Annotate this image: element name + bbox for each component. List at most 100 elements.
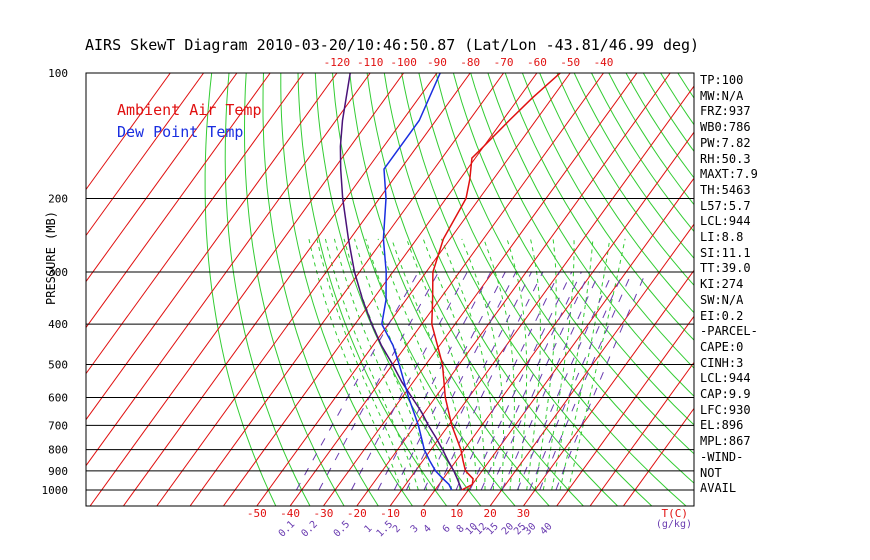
mixing-ratio-line (555, 271, 647, 491)
moist-adiabat (567, 238, 626, 491)
legend-dewpoint: Dew Point Temp (117, 123, 244, 141)
side-panel-item: AVAIL (700, 481, 737, 496)
moist-adiabat (526, 238, 542, 491)
moist-adiabat (422, 238, 486, 490)
moist-adiabat (377, 238, 461, 491)
pressure-tick-label: 100 (48, 67, 68, 80)
mixing-ratio-line (480, 271, 582, 491)
isotherm (322, 73, 638, 506)
dry-adiabat (470, 73, 694, 426)
side-panel-item: -WIND- (700, 449, 744, 464)
bottom-temp-tick-label: 10 (450, 507, 463, 520)
dry-adiabat (280, 73, 413, 506)
chart-title: AIRS SkewT Diagram 2010-03-20/10:46:50.8… (85, 36, 700, 54)
side-panel-item: RH:50.3 (700, 151, 751, 166)
side-panel-item: TT:39.0 (700, 261, 751, 276)
dry-adiabat (625, 73, 694, 179)
dry-adiabat (747, 73, 870, 506)
isotherm (356, 73, 671, 506)
mixing-ratio-line (516, 271, 614, 491)
mixing-ratio-line (423, 271, 532, 491)
moist-adiabat (559, 238, 611, 491)
side-panel-item: SW:N/A (700, 292, 744, 307)
mixing-ratio-line (501, 271, 600, 491)
bottom-temp-tick-label: -20 (347, 507, 367, 520)
top-temp-tick-label: -120 (324, 56, 351, 69)
mixing-ratio-line (436, 271, 544, 491)
moist-adiabat (354, 238, 444, 491)
side-panel-item: LFC:930 (700, 402, 751, 417)
isotherm (622, 407, 694, 506)
side-panel-item: PW:7.82 (700, 135, 751, 150)
side-panel-item: MAXT:7.9 (700, 167, 758, 182)
pressure-tick-label: 300 (48, 266, 68, 279)
pressure-tick-label: 400 (48, 318, 68, 331)
mixing-ratio-label: 6 (441, 523, 453, 535)
top-temp-tick-label: -90 (427, 56, 447, 69)
pressure-tick-label: 700 (48, 419, 68, 432)
side-panel-item: LI:8.8 (700, 230, 744, 244)
top-temp-tick-label: -40 (594, 56, 614, 69)
isotherm (556, 315, 694, 506)
isotherm (86, 73, 371, 467)
dry-adiabat (349, 73, 550, 506)
dry-adiabat (418, 73, 687, 506)
dry-adiabat (487, 73, 694, 397)
moist-adiabat (551, 238, 594, 491)
side-panel-item: TP:100 (700, 73, 744, 87)
side-panel-item: -PARCEL- (700, 324, 758, 339)
isotherm (86, 73, 338, 421)
mixing-ratio-label: 40 (538, 521, 554, 537)
bottom-temp-tick-label: -30 (313, 507, 333, 520)
moist-adiabat (483, 238, 515, 491)
isotherm (589, 361, 694, 506)
y-axis-label: PRESSURE (MB) (44, 211, 58, 305)
dry-adiabat (366, 73, 584, 506)
dry-adiabat (573, 73, 694, 260)
top-temp-tick-label: -50 (560, 56, 580, 69)
temp-unit-label: T(C) (662, 507, 689, 520)
dry-adiabat (660, 73, 694, 126)
isotherm (122, 73, 438, 506)
dry-adiabat (224, 73, 311, 506)
mixing-ratio-line (318, 271, 439, 491)
mixing-ratio-line (455, 271, 560, 491)
side-panel-item: FRZ:937 (700, 104, 751, 119)
mixing-ratio-label: 15 (485, 521, 501, 537)
pressure-tick-label: 600 (48, 392, 68, 405)
top-temp-tick-label: -60 (527, 56, 547, 69)
side-panel-item: WB0:786 (700, 120, 751, 135)
parcel-trace-line (339, 73, 463, 491)
legend-ambient: Ambient Air Temp (117, 101, 262, 119)
side-panel-item: MW:N/A (700, 88, 744, 103)
bottom-temp-tick-label: 30 (517, 507, 530, 520)
ambient-temp-line (431, 73, 561, 491)
mixing-ratio-unit-label: (g/kg) (656, 519, 692, 530)
moist-adiabat (461, 238, 504, 491)
moist-adiabat (534, 238, 557, 491)
pressure-tick-label: 200 (48, 193, 68, 206)
side-panel-item: MPL:867 (700, 434, 751, 449)
plot-frame (85, 72, 695, 507)
isotherm (89, 73, 405, 506)
mixing-ratio-line (295, 271, 419, 491)
side-panel-item: EL:896 (700, 418, 744, 433)
isotherm (86, 73, 205, 237)
isotherm (489, 223, 694, 506)
side-panel-item: CINH:3 (700, 355, 744, 370)
side-panel-item: LCL:944 (700, 371, 751, 386)
side-panel-item: L57:5.7 (700, 198, 751, 213)
mixing-ratio-label: 4 (422, 523, 434, 535)
isotherm (86, 73, 271, 329)
dry-adiabat (521, 73, 694, 341)
dry-adiabat (204, 73, 277, 506)
side-panel-item: CAPE:0 (700, 339, 744, 354)
mixing-ratio-label: 0.1 (277, 519, 298, 540)
side-panel-item: SI:11.1 (700, 245, 751, 260)
top-temp-tick-label: -80 (460, 56, 480, 69)
dry-adiabat (539, 73, 694, 314)
bottom-temp-tick-label: -40 (280, 507, 300, 520)
side-panel-item: TH:5463 (700, 182, 751, 197)
bottom-temp-tick-label: 0 (420, 507, 427, 520)
